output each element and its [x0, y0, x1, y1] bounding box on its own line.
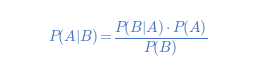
Text: $P(A|B) = \dfrac{P(B|A) \cdot P(A)}{P(B)}$: $P(A|B) = \dfrac{P(B|A) \cdot P(A)}{P(B)… [48, 18, 208, 59]
